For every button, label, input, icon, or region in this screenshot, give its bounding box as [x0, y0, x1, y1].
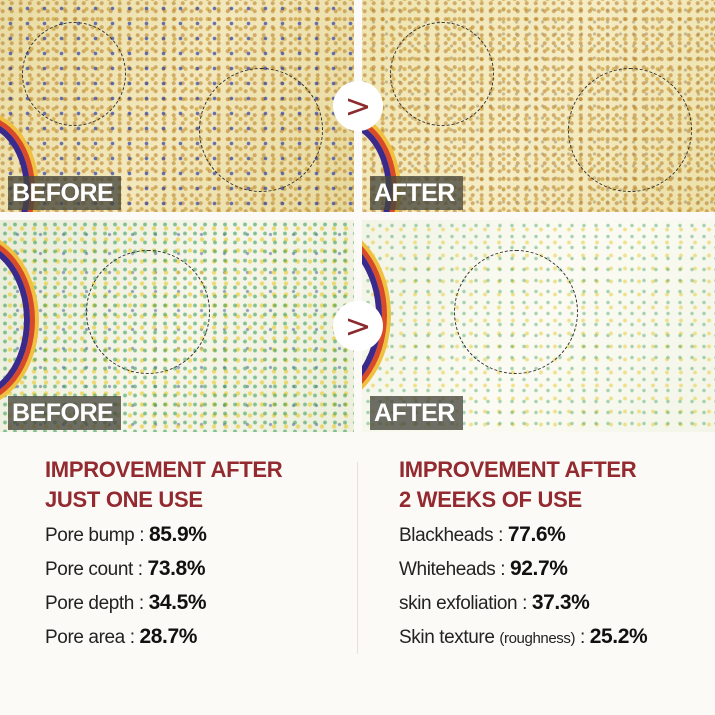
stat-row: Whiteheads : 92.7%: [399, 557, 568, 580]
one-use-results: IMPROVEMENT AFTER JUST ONE USE Pore bump …: [45, 455, 283, 651]
dashed-circle: [390, 22, 494, 126]
before-label: BEFORE: [8, 396, 122, 430]
dashed-circle: [568, 68, 692, 192]
stat-row: Pore area : 28.7%: [45, 625, 198, 648]
stat-row: Pore count : 73.8%: [45, 557, 206, 580]
before-label: BEFORE: [8, 176, 122, 210]
stat-row: Pore bump : 85.9%: [45, 523, 207, 546]
stat-row: Skin texture (roughness) : 25.2%: [399, 625, 648, 648]
before-image-bottom: BEFORE: [0, 220, 354, 432]
dashed-circle: [22, 22, 126, 126]
divider: [357, 462, 358, 654]
two-weeks-results: IMPROVEMENT AFTER 2 WEEKS OF USE Blackhea…: [399, 455, 648, 651]
chevron-right-icon: >: [333, 81, 383, 131]
chevron-right-icon: >: [333, 301, 383, 351]
stat-row: Blackheads : 77.6%: [399, 523, 566, 546]
after-label: AFTER: [370, 396, 463, 430]
dashed-circle: [454, 250, 578, 374]
stat-row: skin exfoliation : 37.3%: [399, 591, 590, 614]
after-image-bottom: AFTER: [362, 220, 715, 432]
section-heading: IMPROVEMENT AFTER JUST ONE USE: [45, 457, 283, 512]
stat-row: Pore depth : 34.5%: [45, 591, 207, 614]
section-heading: IMPROVEMENT AFTER 2 WEEKS OF USE: [399, 457, 637, 512]
skin-edge: [0, 240, 30, 400]
after-image-top: AFTER: [362, 0, 715, 212]
after-label: AFTER: [370, 176, 463, 210]
before-image-top: BEFORE: [0, 0, 354, 212]
dashed-circle: [86, 250, 210, 374]
dashed-circle: [199, 68, 323, 192]
